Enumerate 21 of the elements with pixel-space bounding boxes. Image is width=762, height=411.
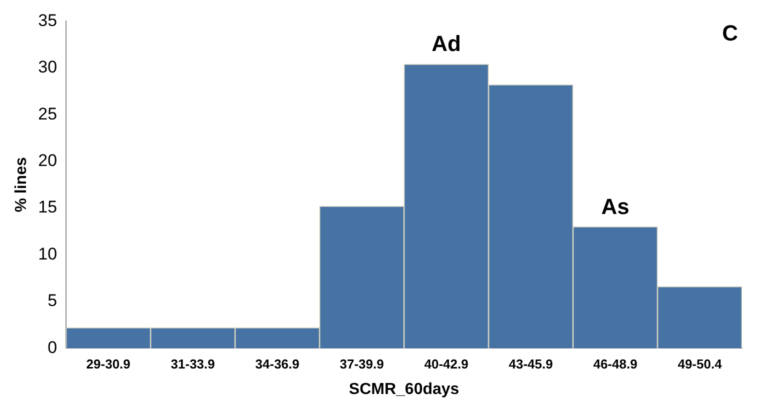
y-tick-label: 25 [38,104,58,124]
annotation: C [722,20,738,46]
x-tick-label: 46-48.9 [593,356,638,372]
y-tick-label: 0 [48,338,58,357]
x-tick-label: 31-33.9 [170,356,215,372]
y-tick-label: 5 [48,291,58,310]
y-tick-label: 10 [38,244,58,264]
annotation: As [601,194,630,219]
y-tick-label: 15 [38,198,58,217]
x-tick-label: 34-36.9 [255,356,300,372]
x-tick-label: 49-50.4 [678,356,723,372]
x-tick-label: 43-45.9 [508,356,553,372]
y-tick-label: 35 [38,10,58,30]
y-axis-title: % lines [13,157,30,212]
y-tick-label: 30 [38,58,58,77]
annotation: Ad [432,31,461,56]
x-tick-label: 29-30.9 [86,356,130,372]
x-tick-label: 40-42.9 [424,356,468,372]
y-tick-label: 20 [38,151,58,170]
x-axis-title: SCMR_60days [348,380,460,398]
x-tick-label: 37-39.9 [340,356,384,372]
